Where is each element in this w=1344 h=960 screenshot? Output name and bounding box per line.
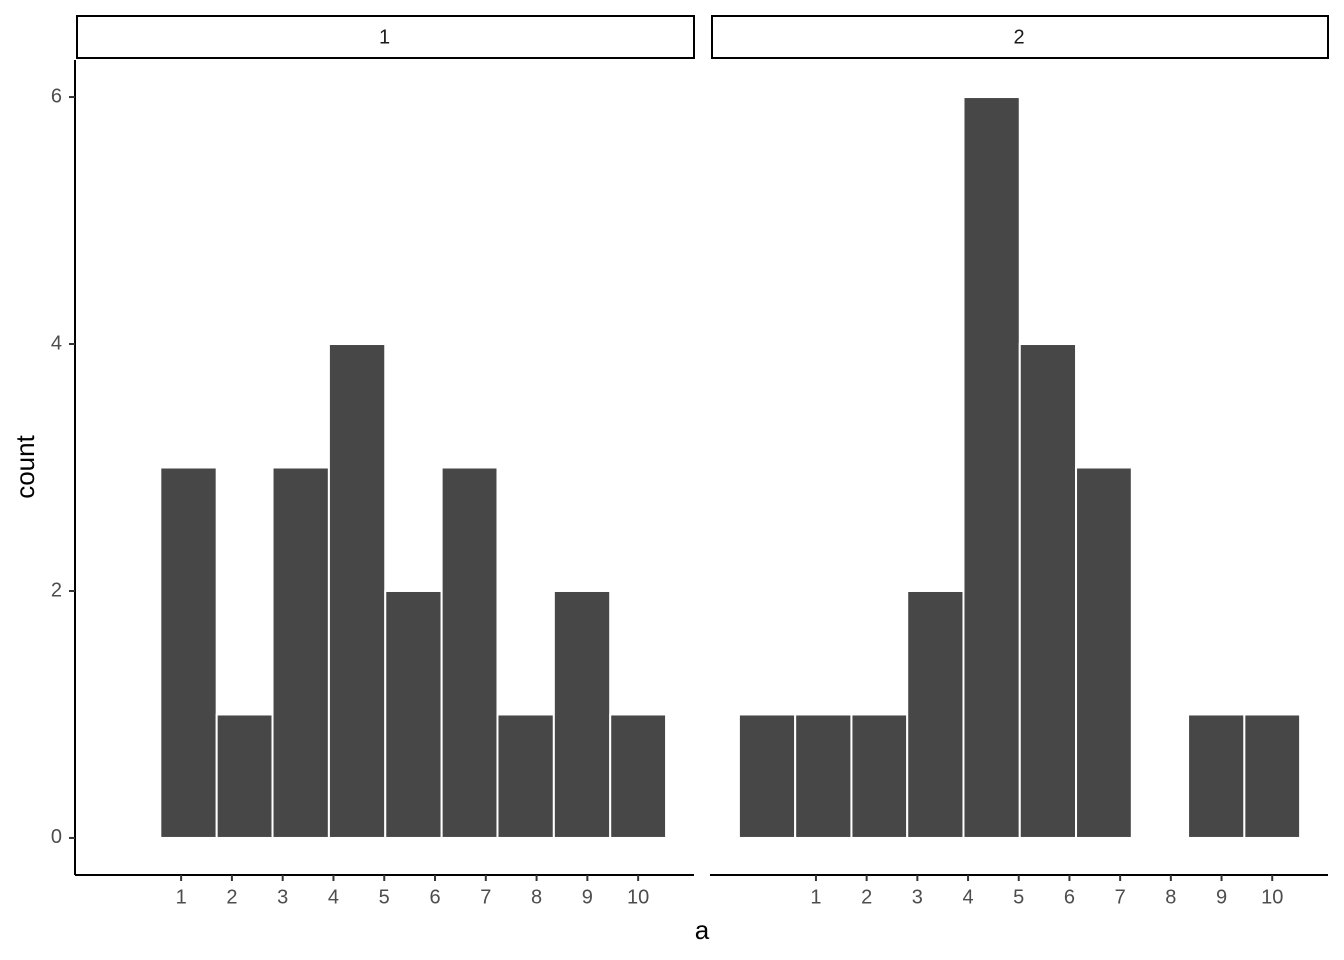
- strip-label: 2: [1013, 26, 1024, 48]
- bar: [271, 466, 330, 839]
- strip: [711, 15, 1329, 59]
- bar: [440, 466, 499, 839]
- strip-label: 1: [379, 26, 390, 48]
- y-tick-label: 6: [51, 85, 62, 107]
- bar: [609, 713, 668, 839]
- bar: [906, 589, 965, 839]
- x-tick-label: 2: [226, 886, 237, 908]
- y-tick-label: 4: [51, 332, 62, 354]
- bar: [962, 96, 1021, 839]
- x-tick-label: 2: [861, 886, 872, 908]
- bar: [1018, 343, 1078, 839]
- x-tick-label: 6: [1064, 886, 1075, 908]
- x-tick-label: 4: [962, 886, 973, 908]
- bar: [552, 589, 612, 839]
- bar: [1075, 466, 1133, 839]
- x-tick-label: 8: [531, 886, 542, 908]
- x-tick-label: 5: [379, 886, 390, 908]
- x-tick-label: 7: [480, 886, 491, 908]
- y-tick-label: 0: [51, 826, 62, 848]
- x-tick-label: 10: [627, 886, 649, 908]
- bar: [1243, 713, 1302, 839]
- bar: [850, 713, 909, 839]
- bar: [384, 589, 443, 839]
- bar: [1187, 713, 1246, 839]
- x-tick-label: 7: [1115, 886, 1126, 908]
- x-tick-label: 10: [1261, 886, 1283, 908]
- x-tick-label: 9: [582, 886, 593, 908]
- x-tick-label: 3: [277, 886, 288, 908]
- x-axis-title: a: [695, 915, 710, 945]
- x-tick-label: 6: [429, 886, 440, 908]
- bar: [737, 713, 797, 839]
- x-tick-label: 8: [1165, 886, 1176, 908]
- x-tick-label: 1: [176, 886, 187, 908]
- y-axis-title: count: [10, 434, 40, 498]
- x-tick-label: 1: [810, 886, 821, 908]
- y-tick-label: 2: [51, 579, 62, 601]
- x-tick-label: 5: [1013, 886, 1024, 908]
- x-tick-label: 3: [912, 886, 923, 908]
- bar: [327, 343, 387, 839]
- x-tick-label: 4: [328, 886, 339, 908]
- bar: [159, 466, 218, 839]
- bar: [496, 713, 555, 839]
- bar: [215, 713, 274, 839]
- strip: [76, 15, 695, 59]
- x-tick-label: 9: [1216, 886, 1227, 908]
- bar: [794, 713, 853, 839]
